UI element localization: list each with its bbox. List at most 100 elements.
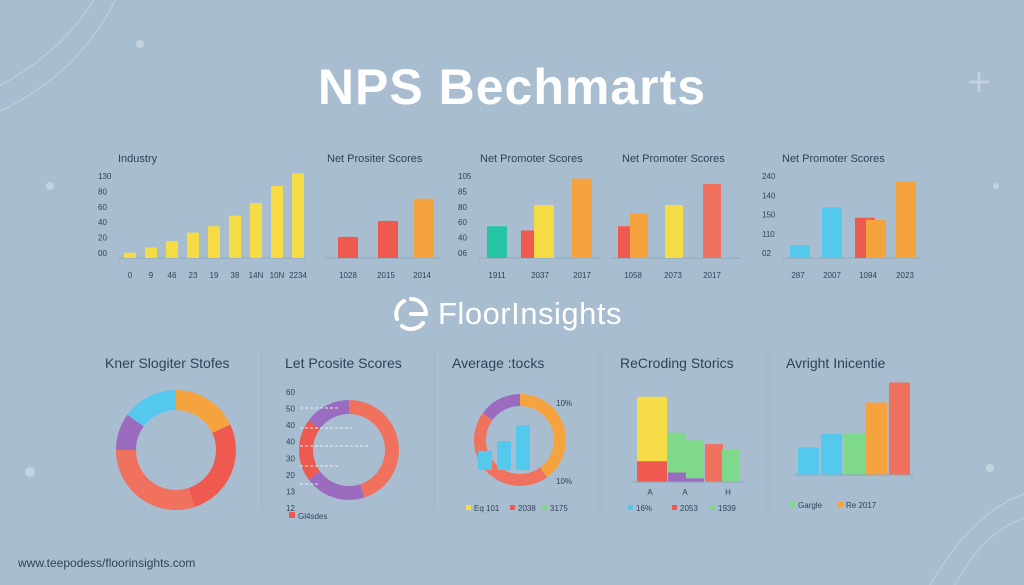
chart-title: Net Promoter Scores [480, 153, 583, 165]
bar [866, 219, 886, 258]
bar [292, 173, 304, 258]
pie-slice [299, 420, 320, 480]
annotation-label: 10% [556, 399, 572, 408]
legend-swatch [289, 512, 295, 518]
bar [516, 425, 530, 470]
bar-segment [705, 444, 723, 482]
x-tick-label: 1028 [339, 271, 357, 280]
x-tick-label: 1094 [859, 271, 877, 280]
x-tick-label: 2007 [823, 271, 841, 280]
bar-segment [637, 461, 667, 482]
bar [866, 402, 887, 475]
bar [145, 247, 157, 258]
footer-url[interactable]: www.teepodess/floorinsights.com [18, 556, 196, 570]
y-tick-label: 20 [98, 234, 107, 243]
legend-swatch [838, 502, 843, 507]
bar [271, 186, 283, 258]
pie-slice [308, 471, 365, 500]
chart-title: Net Prositer Scores [327, 153, 423, 165]
legend-swatch [672, 505, 677, 510]
bar-segment [722, 449, 740, 482]
y-tick-label: 105 [458, 172, 472, 181]
deco-arc [0, 0, 116, 112]
bar-segment [686, 440, 704, 479]
bar [166, 241, 178, 258]
bar [187, 232, 199, 258]
x-tick-label: 2017 [703, 271, 721, 280]
legend-swatch [542, 505, 547, 510]
x-tick-label: H [725, 488, 731, 497]
deco-dot [46, 182, 54, 190]
x-tick-label: 2023 [896, 271, 914, 280]
chart-title: Net Promoter Scores [782, 153, 885, 165]
y-tick-label: 140 [762, 191, 776, 200]
y-tick-label: 20 [286, 471, 295, 480]
chart-title: Average :tocks [452, 355, 544, 371]
y-tick-label: 130 [98, 172, 112, 181]
legend-label: 3175 [550, 504, 568, 513]
bar-segment [637, 396, 667, 462]
bar [822, 207, 842, 258]
deco-dot [986, 464, 994, 472]
bar [229, 215, 241, 258]
y-tick-label: 150 [762, 211, 776, 220]
y-tick-label: 60 [458, 218, 467, 227]
y-tick-label: 50 [286, 405, 295, 414]
bar [889, 382, 910, 475]
bar [703, 183, 721, 258]
y-tick-label: 240 [762, 172, 776, 181]
chart-title: ReCroding Storics [620, 355, 734, 371]
bar [414, 198, 434, 258]
bar [338, 236, 358, 258]
deco-dot [25, 467, 35, 477]
chart-title: Net Promoter Scores [622, 153, 725, 165]
pie-slice [176, 390, 231, 433]
bar [124, 252, 136, 258]
bar [798, 447, 819, 475]
x-tick-label: 38 [231, 271, 240, 280]
x-tick-label: A [682, 488, 688, 497]
x-tick-label: 287 [791, 271, 805, 280]
plus-icon [969, 72, 989, 92]
legend-label: 2053 [680, 504, 698, 513]
x-tick-label: 0 [128, 271, 133, 280]
bar [821, 433, 842, 475]
legend-label: 16% [636, 504, 652, 513]
bar-segment [668, 432, 686, 473]
legend-swatch [710, 505, 715, 510]
bar [790, 245, 810, 258]
chart-title: Industry [118, 153, 158, 165]
chart-title: Let Pcosite Scores [285, 355, 402, 371]
y-tick-label: 00 [98, 249, 107, 258]
bar [630, 213, 648, 258]
legend-swatch [628, 505, 633, 510]
y-tick-label: 06 [458, 249, 467, 258]
floorinsights-logo-icon [394, 297, 428, 331]
legend-label: Gargle [798, 501, 823, 510]
y-tick-label: 80 [98, 187, 107, 196]
page-title: NPS Bechmarts [317, 59, 707, 115]
pie-slice [349, 400, 399, 498]
y-tick-label: 85 [458, 187, 467, 196]
legend-label: Eq 101 [474, 504, 500, 513]
pie-slice [127, 390, 176, 427]
x-tick-label: 9 [149, 271, 154, 280]
y-tick-label: 40 [286, 438, 295, 447]
bar [487, 226, 507, 258]
x-tick-label: 46 [168, 271, 177, 280]
y-tick-label: 40 [286, 421, 295, 430]
x-tick-label: 10N [270, 271, 285, 280]
bar-segment [686, 478, 704, 482]
pie-slice [188, 424, 236, 508]
chart-title: Avright Inicentie [786, 355, 886, 371]
chart-title: Kner Slogiter Stofes [105, 355, 230, 371]
x-tick-label: 2017 [573, 271, 591, 280]
deco-arc [0, 0, 95, 86]
bar [208, 226, 220, 258]
legend-label: Gl4sdes [298, 512, 327, 521]
bar-segment [668, 472, 686, 482]
x-tick-label: 1058 [624, 271, 642, 280]
bar [665, 205, 683, 258]
pie-slice [520, 394, 566, 478]
